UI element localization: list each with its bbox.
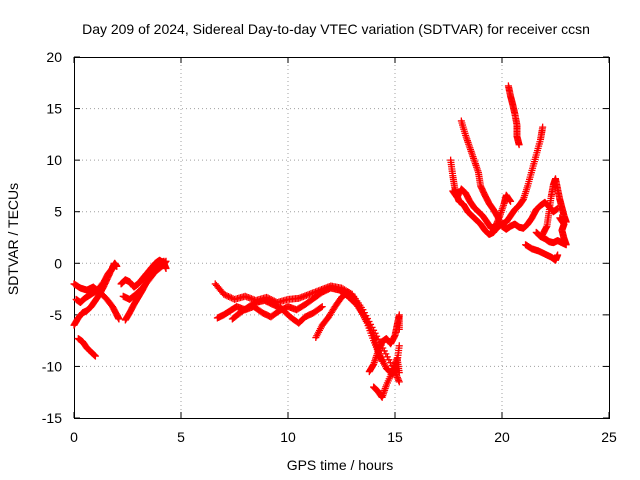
data-point xyxy=(113,262,121,270)
y-tick-label: -10 xyxy=(42,358,62,374)
x-tick-label: 20 xyxy=(494,429,510,445)
x-tick-label: 25 xyxy=(601,429,617,445)
data-point xyxy=(162,264,170,272)
data-point xyxy=(109,264,117,272)
data-series-7 xyxy=(119,257,170,303)
data-point xyxy=(223,292,231,300)
grid-lines xyxy=(74,57,609,418)
data-series-19 xyxy=(532,214,570,249)
data-point xyxy=(507,197,515,205)
data-point xyxy=(220,290,228,298)
x-tick-label: 5 xyxy=(177,429,185,445)
y-tick-label: -15 xyxy=(42,410,62,426)
data-series xyxy=(70,82,570,401)
data-point xyxy=(224,292,232,300)
data-series-18 xyxy=(522,241,562,264)
y-axis-label: SDTVAR / TECUs xyxy=(5,183,21,295)
data-series-17 xyxy=(504,82,523,149)
y-tick-label: 10 xyxy=(46,152,62,168)
data-point xyxy=(226,293,234,301)
data-point xyxy=(318,303,326,311)
x-tick-label: 10 xyxy=(280,429,296,445)
data-series-12 xyxy=(365,311,403,376)
data-series-14 xyxy=(447,123,547,238)
y-tick-label: 0 xyxy=(54,255,62,271)
plot-frame xyxy=(74,57,610,419)
data-point xyxy=(317,303,325,311)
data-series-10 xyxy=(228,296,326,327)
y-tick-label: 20 xyxy=(46,49,62,65)
data-point xyxy=(395,378,403,386)
data-series-13 xyxy=(370,354,403,401)
data-point xyxy=(162,257,170,265)
data-series-3 xyxy=(72,264,117,306)
data-series-16 xyxy=(449,185,515,232)
data-series-4 xyxy=(74,335,99,360)
data-series-20 xyxy=(539,175,570,238)
data-point xyxy=(395,369,403,377)
data-point xyxy=(227,294,235,302)
data-point xyxy=(91,352,99,360)
y-tick-label: 15 xyxy=(46,101,62,117)
data-point xyxy=(554,251,562,259)
plot-border xyxy=(74,57,610,419)
data-point xyxy=(515,141,523,149)
y-tick-label: -5 xyxy=(50,307,63,323)
x-axis-label: GPS time / hours xyxy=(287,457,394,473)
y-tick-label: 5 xyxy=(54,204,62,220)
data-point xyxy=(221,291,229,299)
data-point xyxy=(115,315,123,323)
data-point xyxy=(539,123,547,131)
x-tick-label: 0 xyxy=(70,429,78,445)
data-series-11 xyxy=(312,288,403,379)
data-point xyxy=(562,218,570,226)
chart-title: Day 209 of 2024, Sidereal Day-to-day VTE… xyxy=(82,21,590,37)
data-point xyxy=(395,325,403,333)
axis-ticks: 0 5 10 15 20 25 -15 -10 -5 0 5 10 15 20 xyxy=(42,49,617,445)
data-point xyxy=(395,342,403,350)
x-tick-label: 15 xyxy=(387,429,403,445)
